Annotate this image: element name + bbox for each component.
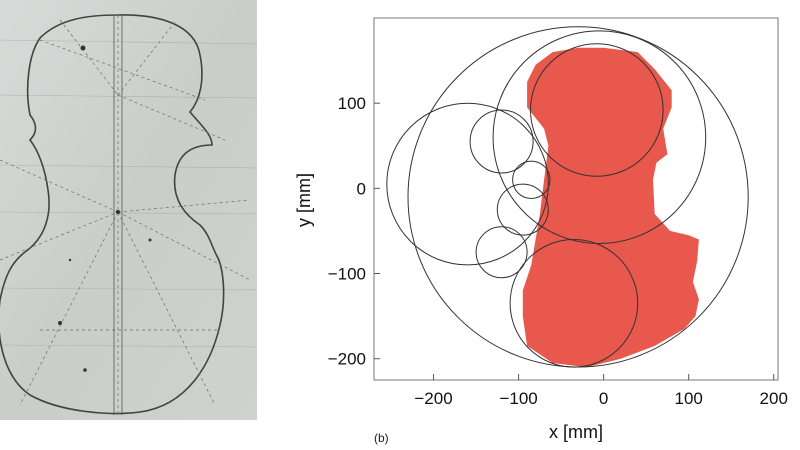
y-tick-label: −100	[328, 265, 366, 284]
dots	[58, 45, 152, 372]
construction-circle-2	[530, 43, 664, 177]
x-tick-label: −200	[414, 389, 452, 408]
construction-circle-3	[386, 102, 549, 266]
construction-circle-6	[496, 183, 549, 236]
panel-label: (b)	[374, 431, 389, 445]
y-axis-ticks: −200 −100 0 100	[328, 94, 380, 369]
x-tick-label: −100	[499, 389, 537, 408]
construction-circle-7	[475, 226, 528, 279]
violin-outline	[0, 14, 225, 415]
violin-circles-chart: −200 −100 0 100 200 −200 −100 0 100 x [mm] y [m…	[294, 17, 788, 445]
x-tick-label: 100	[675, 389, 703, 408]
y-axis-label: y [mm]	[294, 173, 314, 227]
violin-template-photo	[0, 0, 257, 420]
construction-circle-5	[512, 160, 551, 200]
y-tick-label: −200	[328, 350, 366, 369]
violin-shape-0	[522, 47, 699, 368]
plot-frame	[373, 17, 779, 381]
construction-circle-4	[469, 109, 534, 174]
paper-background	[0, 0, 257, 420]
construction-circle-1	[492, 30, 707, 244]
center-scale	[113, 15, 123, 415]
construction-circle-8	[509, 238, 639, 368]
x-axis-ticks: −200 −100 0 100 200	[414, 374, 788, 408]
x-tick-label: 0	[599, 389, 608, 408]
plot-area	[386, 26, 749, 368]
y-tick-label: 0	[357, 179, 366, 198]
construction-lines	[0, 15, 251, 415]
x-axis-label: x [mm]	[549, 422, 603, 442]
x-tick-label: 200	[760, 389, 788, 408]
y-tick-label: 100	[338, 94, 366, 113]
